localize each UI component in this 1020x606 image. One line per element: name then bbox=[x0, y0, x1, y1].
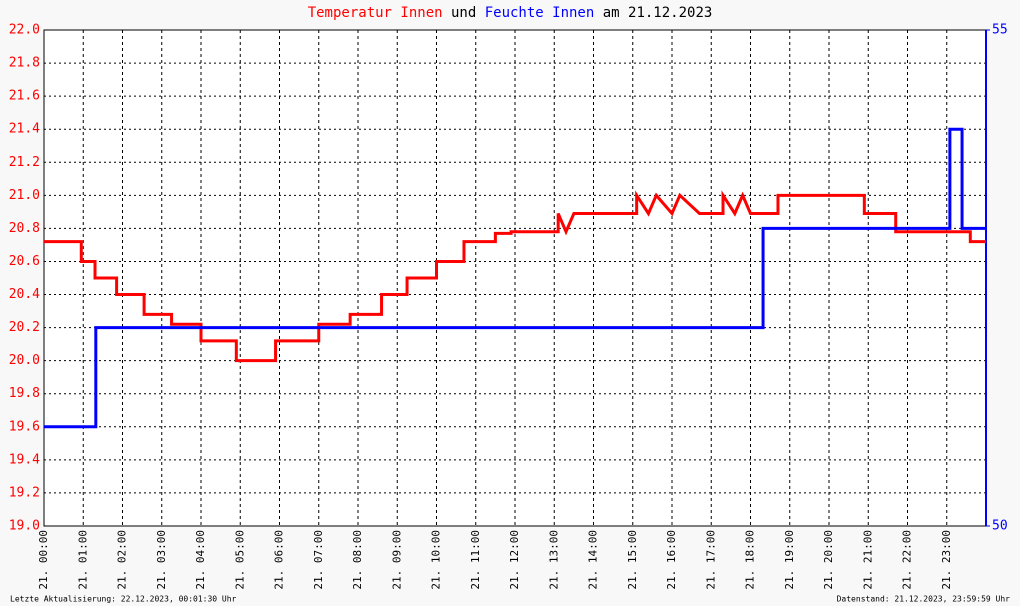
data-line bbox=[44, 127, 986, 429]
x-tick-label: 21. 02:00 bbox=[116, 530, 129, 590]
x-tick-label: 21. 16:00 bbox=[665, 530, 678, 590]
y-tick-label: 19.8 bbox=[9, 386, 40, 401]
x-tick-label: 21. 09:00 bbox=[390, 530, 403, 590]
y-tick-label: 19.6 bbox=[9, 419, 40, 434]
x-tick-label: 21. 11:00 bbox=[469, 530, 482, 590]
x-tick-label: 21. 00:00 bbox=[37, 530, 50, 590]
y-tick-label: 19.4 bbox=[9, 452, 40, 467]
x-tick-label: 21. 08:00 bbox=[351, 530, 364, 590]
y-tick-label: 20.0 bbox=[9, 353, 40, 368]
x-tick-label: 21. 21:00 bbox=[861, 530, 874, 590]
y-tick-label: 21.0 bbox=[9, 188, 40, 203]
x-tick-label: 21. 22:00 bbox=[901, 530, 914, 590]
y2-tick-label: 50 bbox=[992, 519, 1008, 534]
y-tick-label: 20.8 bbox=[9, 221, 40, 236]
x-tick-label: 21. 20:00 bbox=[822, 530, 835, 590]
x-tick-label: 21. 19:00 bbox=[783, 530, 796, 590]
y-tick-label: 19.0 bbox=[9, 519, 40, 534]
x-tick-label: 21. 04:00 bbox=[194, 530, 207, 590]
x-tick-label: 21. 17:00 bbox=[704, 530, 717, 590]
chart-title: Temperatur Innen und Feuchte Innen am 21… bbox=[308, 5, 713, 21]
y-tick-label: 20.4 bbox=[9, 287, 40, 302]
x-tick-label: 21. 23:00 bbox=[940, 530, 953, 590]
title-part: und bbox=[451, 5, 476, 21]
x-tick-label: 21. 18:00 bbox=[744, 530, 757, 590]
x-tick-label: 21. 14:00 bbox=[587, 530, 600, 590]
x-tick-label: 21. 15:00 bbox=[626, 530, 639, 590]
x-tick-label: 21. 06:00 bbox=[273, 530, 286, 590]
x-tick-label: 21. 13:00 bbox=[547, 530, 560, 590]
y-tick-label: 19.2 bbox=[9, 485, 40, 500]
footer-right: Datenstand: 21.12.2023, 23:59:59 Uhr bbox=[837, 595, 1011, 604]
x-tick-label: 21. 01:00 bbox=[76, 530, 89, 590]
footer-left: Letzte Aktualisierung: 22.12.2023, 00:01… bbox=[10, 595, 237, 604]
y-tick-label: 21.2 bbox=[9, 155, 40, 170]
y-tick-label: 20.6 bbox=[9, 254, 40, 269]
y-tick-label: 21.6 bbox=[9, 89, 40, 104]
y2-tick-label: 55 bbox=[992, 23, 1008, 38]
y-tick-label: 20.2 bbox=[9, 320, 40, 335]
x-tick-label: 21. 05:00 bbox=[233, 530, 246, 590]
y-tick-label: 22.0 bbox=[9, 23, 40, 38]
x-tick-label: 21. 10:00 bbox=[430, 530, 443, 590]
data-line bbox=[44, 190, 986, 363]
title-part: am 21.12.2023 bbox=[603, 5, 713, 21]
x-tick-label: 21. 12:00 bbox=[508, 530, 521, 590]
x-tick-label: 21. 03:00 bbox=[155, 530, 168, 590]
y-tick-label: 21.8 bbox=[9, 56, 40, 71]
title-series: Feuchte Innen bbox=[485, 5, 595, 21]
y-tick-label: 21.4 bbox=[9, 122, 40, 137]
title-series: Temperatur Innen bbox=[308, 5, 443, 21]
x-tick-label: 21. 07:00 bbox=[312, 530, 325, 590]
